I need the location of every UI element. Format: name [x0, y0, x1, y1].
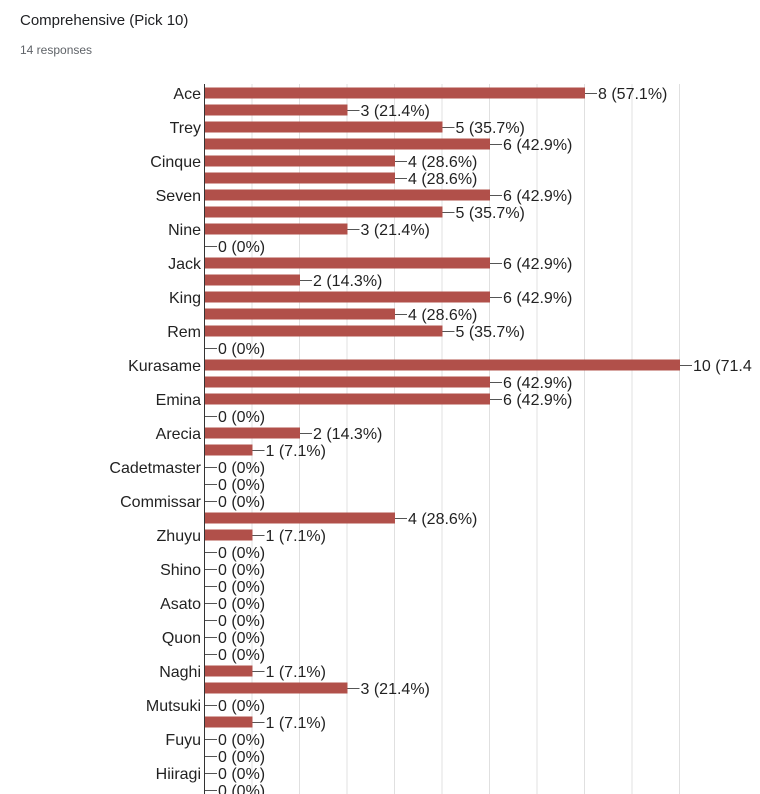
- data-label: 1 (7.1%): [266, 443, 326, 460]
- category-label: Ace: [173, 86, 201, 103]
- data-label: 1 (7.1%): [266, 664, 326, 681]
- data-label: 0 (0%): [218, 766, 265, 783]
- data-label: 3 (21.4%): [361, 103, 430, 120]
- data-label: 0 (0%): [218, 460, 265, 477]
- category-label: Hiiragi: [156, 766, 201, 783]
- category-label: Asato: [160, 596, 201, 613]
- category-label: Cinque: [150, 154, 201, 171]
- data-label: 6 (42.9%): [503, 290, 572, 307]
- data-label: 0 (0%): [218, 613, 265, 630]
- bar: [205, 121, 443, 133]
- bar: [205, 87, 585, 99]
- bar: [205, 257, 490, 269]
- bar: [205, 274, 300, 286]
- bar: [205, 427, 300, 439]
- data-label: 6 (42.9%): [503, 256, 572, 273]
- bar: [205, 308, 395, 320]
- bar: [205, 444, 253, 456]
- bar: [205, 376, 490, 388]
- data-label: 1 (7.1%): [266, 715, 326, 732]
- data-label: 1 (7.1%): [266, 528, 326, 545]
- bar: [205, 665, 253, 677]
- data-label: 6 (42.9%): [503, 137, 572, 154]
- bar: [205, 155, 395, 167]
- bar: [205, 172, 395, 184]
- data-label: 10 (71.4: [693, 358, 752, 375]
- category-label: King: [169, 290, 201, 307]
- data-label: 0 (0%): [218, 341, 265, 358]
- data-label: 0 (0%): [218, 494, 265, 511]
- bar: [205, 138, 490, 150]
- category-label: Rem: [167, 324, 201, 341]
- category-label: Kurasame: [128, 358, 201, 375]
- bar: [205, 359, 680, 371]
- data-label: 0 (0%): [218, 545, 265, 562]
- category-label: Commissar: [120, 494, 202, 511]
- data-label: 6 (42.9%): [503, 375, 572, 392]
- data-label: 0 (0%): [218, 239, 265, 256]
- bar: [205, 291, 490, 303]
- data-label: 4 (28.6%): [408, 307, 477, 324]
- data-label: 4 (28.6%): [408, 171, 477, 188]
- data-label: 2 (14.3%): [313, 273, 382, 290]
- bar: [205, 104, 348, 116]
- data-label: 0 (0%): [218, 732, 265, 749]
- bar: [205, 529, 253, 541]
- data-label: 6 (42.9%): [503, 188, 572, 205]
- data-label: 0 (0%): [218, 647, 265, 664]
- data-label: 3 (21.4%): [361, 222, 430, 239]
- data-label: 0 (0%): [218, 698, 265, 715]
- data-label: 5 (35.7%): [456, 120, 525, 137]
- bar: [205, 393, 490, 405]
- data-label: 4 (28.6%): [408, 154, 477, 171]
- category-label: Shino: [160, 562, 201, 579]
- category-label: Arecia: [156, 426, 201, 443]
- bar: [205, 325, 443, 337]
- question-title: Comprehensive (Pick 10): [20, 12, 189, 29]
- bar: [205, 206, 443, 218]
- category-label: Jack: [168, 256, 202, 273]
- bar: [205, 716, 253, 728]
- category-label: Fuyu: [165, 732, 201, 749]
- data-label: 0 (0%): [218, 477, 265, 494]
- data-label: 5 (35.7%): [456, 324, 525, 341]
- category-label: Seven: [156, 188, 201, 205]
- data-label: 0 (0%): [218, 562, 265, 579]
- data-label: 0 (0%): [218, 409, 265, 426]
- data-label: 8 (57.1%): [598, 86, 667, 103]
- data-label: 6 (42.9%): [503, 392, 572, 409]
- category-label: Cadetmaster: [109, 460, 201, 477]
- category-label: Quon: [162, 630, 201, 647]
- bar: [205, 189, 490, 201]
- data-label: 0 (0%): [218, 630, 265, 647]
- category-label: Naghi: [159, 664, 201, 681]
- response-count: 14 responses: [20, 43, 93, 57]
- data-label: 5 (35.7%): [456, 205, 525, 222]
- category-label: Trey: [170, 120, 201, 137]
- bar: [205, 223, 348, 235]
- bar: [205, 512, 395, 524]
- data-label: 0 (0%): [218, 783, 265, 794]
- data-label: 2 (14.3%): [313, 426, 382, 443]
- data-label: 0 (0%): [218, 749, 265, 766]
- bar: [205, 682, 348, 694]
- data-label: 3 (21.4%): [361, 681, 430, 698]
- category-label: Zhuyu: [157, 528, 201, 545]
- data-label: 0 (0%): [218, 579, 265, 596]
- data-label: 0 (0%): [218, 596, 265, 613]
- data-label: 4 (28.6%): [408, 511, 477, 528]
- category-label: Mutsuki: [146, 698, 201, 715]
- category-label: Emina: [156, 392, 201, 409]
- category-label: Nine: [168, 222, 201, 239]
